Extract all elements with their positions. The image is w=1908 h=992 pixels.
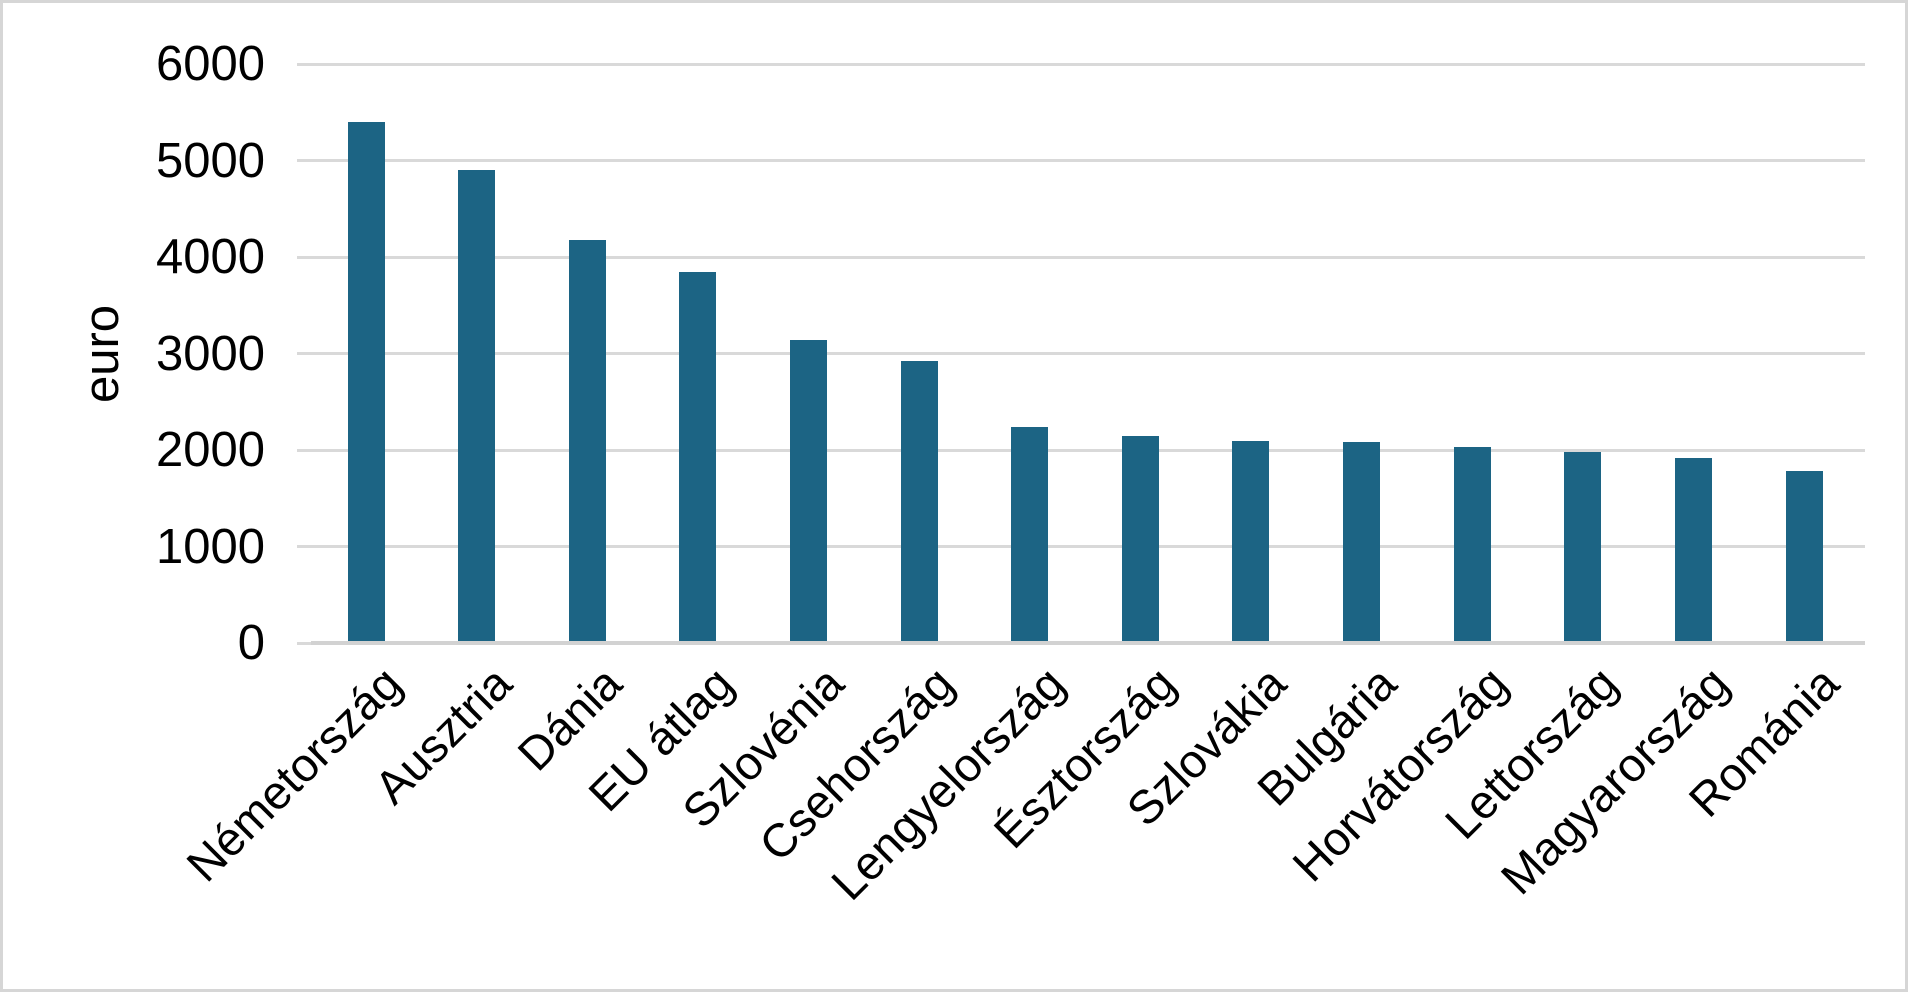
y-tick-label-1000: 1000 (155, 519, 265, 574)
y-tick-label-2000: 2000 (155, 423, 265, 477)
bar-4 (789, 339, 827, 643)
bars-layer (3, 3, 1905, 989)
bar-0 (347, 121, 385, 643)
y-tick-mark-1000 (297, 545, 313, 548)
bar-8 (1232, 441, 1270, 643)
bar-11 (1564, 452, 1602, 643)
gridline-2000 (311, 448, 1865, 452)
y-tick-label-0: 0 (237, 616, 265, 670)
bar-12 (1674, 457, 1712, 643)
y-tick-mark-3000 (297, 352, 313, 355)
y-tick-label-4000: 4000 (155, 230, 265, 284)
gridline-1000 (311, 545, 1865, 548)
y-tick-mark-0 (297, 641, 313, 645)
y-tick-mark-6000 (297, 62, 313, 66)
bar-5 (900, 361, 938, 643)
bar-2 (568, 239, 606, 643)
y-tick-mark-5000 (297, 159, 313, 162)
bar-1 (458, 170, 496, 643)
x-axis-line (311, 641, 1865, 645)
y-tick-label-3000: 3000 (155, 326, 265, 381)
gridline-4000 (311, 255, 1865, 259)
bar-9 (1343, 441, 1381, 643)
bar-3 (679, 272, 717, 643)
y-tick-mark-2000 (297, 448, 313, 452)
y-tick-mark-4000 (297, 255, 313, 259)
bar-13 (1785, 471, 1823, 643)
x-tick-labels-layer: Németország Ausztria Dánia EU átlag Szlovéni… (3, 3, 1905, 989)
bar-7 (1121, 435, 1159, 643)
bar-6 (1011, 426, 1049, 643)
gridline-3000 (311, 352, 1865, 355)
gridline-6000 (311, 62, 1865, 66)
y-tick-label-5000: 5000 (155, 133, 265, 188)
bar-10 (1453, 447, 1491, 643)
y-tick-label-6000: 6000 (155, 37, 265, 91)
gridline-5000 (311, 159, 1865, 162)
y-tick-labels-layer: 0 1000 2000 3000 4000 5000 6000 (3, 3, 1905, 989)
